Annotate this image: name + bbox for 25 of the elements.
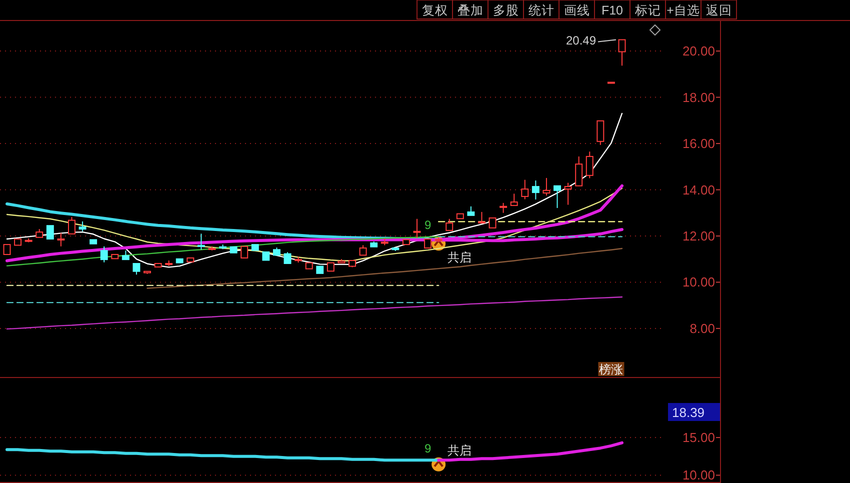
- text: 18.39: [672, 404, 705, 420]
- annotation: 榜涨: [599, 362, 624, 376]
- annotation: 9: [424, 218, 432, 232]
- text: 返回: [706, 4, 732, 18]
- text: 叠加: [457, 4, 484, 18]
- y-tick-label: 18.00: [682, 90, 715, 105]
- annotation: 9: [424, 442, 432, 456]
- y-tick-label: 8.00: [690, 320, 715, 336]
- annotation: 20.49: [566, 34, 596, 48]
- y-tick-label: 14.00: [682, 182, 715, 198]
- text: 标记: [634, 4, 661, 18]
- y-tick-label: 10.00: [682, 274, 715, 290]
- text: F10: [601, 4, 624, 18]
- text: 多股: [492, 4, 519, 18]
- annotation: 共启: [448, 250, 472, 265]
- y-tick-label: 20.00: [682, 44, 715, 59]
- y-tick-label: 15.00: [682, 430, 715, 446]
- text: 复权: [422, 4, 448, 18]
- y-tick-label: 12.00: [682, 228, 715, 244]
- text: 画线: [564, 4, 590, 18]
- text: 统计: [528, 4, 554, 18]
- y-tick-label: 16.00: [682, 136, 715, 152]
- text: +自选: [666, 4, 700, 18]
- y-tick-label: 10.00: [682, 468, 715, 483]
- annotation: 共启: [448, 443, 472, 458]
